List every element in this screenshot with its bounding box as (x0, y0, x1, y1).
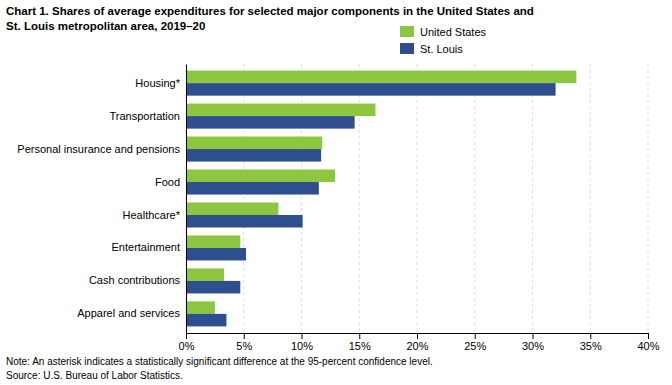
series (186, 71, 576, 314)
grid-line (474, 64, 475, 333)
x-tick-mark (475, 333, 476, 339)
x-axis: 0% 5% 10% 15% 20% 25% 30% 35% 40% (179, 333, 660, 352)
x-tick-label: 0% (179, 340, 195, 352)
x-tick-label: 10% (291, 340, 313, 352)
y-tick: Housing* (135, 77, 186, 89)
x-tick: 5% (236, 333, 252, 352)
y-tick-label: Food (155, 176, 180, 188)
grid-line (186, 64, 187, 333)
y-tick: Cash contributions (89, 274, 186, 286)
title-line: Chart 1. Shares of average expenditures … (6, 5, 534, 17)
x-tick-mark (533, 333, 534, 339)
y-tick-label: Healthcare* (123, 209, 181, 221)
plot: 0% 5% 10% 15% 20% 25% 30% 35% 40% Apparel and ser… (17, 64, 659, 352)
y-tick: Transportation (109, 110, 186, 122)
x-tick-label: 25% (464, 340, 486, 352)
x-tick-label: 15% (349, 340, 371, 352)
grid-line (590, 64, 591, 333)
bars (186, 71, 576, 327)
x-tick: 0% (179, 333, 195, 352)
y-tick: Personal insurance and pensions (17, 143, 186, 155)
y-tick: Food (155, 176, 186, 188)
annotation: Source: U.S. Bureau of Labor Statistics. (6, 370, 183, 381)
y-tick-label: Personal insurance and pensions (17, 143, 180, 155)
grid-line (417, 64, 418, 333)
x-tick: 30% (522, 333, 544, 352)
bar (186, 71, 576, 84)
bar (186, 137, 322, 150)
bar (186, 268, 224, 281)
y-axis-line (186, 65, 187, 334)
x-tick-label: 40% (637, 340, 659, 352)
legend-swatch (400, 26, 414, 37)
x-tick-mark (590, 333, 591, 339)
x-tick-label: 30% (522, 340, 544, 352)
legend-swatch (400, 43, 414, 54)
title-line: St. Louis metropolitan area, 2019–20 (6, 20, 205, 32)
x-tick-label: 20% (406, 340, 428, 352)
bar (186, 248, 246, 261)
x-tick-mark (359, 333, 360, 339)
x-tick: 10% (291, 333, 313, 352)
x-tick-mark (648, 333, 649, 339)
x-tick: 25% (464, 333, 486, 352)
x-tick: 20% (406, 333, 428, 352)
legend-item: United States (400, 26, 487, 38)
bar (186, 202, 278, 215)
y-tick-label: Transportation (109, 110, 180, 122)
x-axis-line (187, 334, 649, 340)
bar (186, 235, 240, 248)
legend: United States St. Louis (400, 26, 487, 55)
y-axis: Apparel and services Cash contributions En… (17, 65, 186, 334)
bar (186, 149, 321, 162)
bar (186, 169, 335, 182)
legend-label: United States (420, 26, 487, 38)
y-tick-label: Housing* (135, 77, 180, 89)
bar (186, 116, 355, 129)
x-tick-mark (302, 333, 303, 339)
bar (186, 301, 215, 314)
annotation: Note: An asterisk indicates a statistica… (6, 356, 433, 367)
legend-label: St. Louis (420, 43, 463, 55)
grid-line (648, 64, 649, 333)
bar (186, 104, 375, 117)
x-tick-mark (244, 333, 245, 339)
y-tick-label: Entertainment (112, 241, 180, 253)
bar (186, 215, 303, 228)
x-tick-mark (417, 333, 418, 339)
legend-item: St. Louis (400, 43, 463, 55)
x-tick: 40% (637, 333, 659, 352)
grid-line (532, 64, 533, 333)
y-tick: Healthcare* (123, 209, 186, 221)
y-tick: Apparel and services (77, 307, 186, 319)
x-tick-mark (186, 333, 187, 339)
bar (186, 281, 240, 294)
bar (186, 83, 556, 96)
x-tick: 35% (580, 333, 602, 352)
bar (186, 182, 319, 195)
bar (186, 314, 226, 327)
x-tick: 15% (349, 333, 371, 352)
chart: Chart 1. Shares of average expenditures … (0, 0, 672, 385)
y-tick: Entertainment (112, 241, 186, 253)
x-tick-label: 35% (580, 340, 602, 352)
y-tick-label: Cash contributions (89, 274, 181, 286)
grid (186, 64, 648, 333)
y-tick-label: Apparel and services (77, 307, 180, 319)
series (186, 83, 556, 326)
x-tick-label: 5% (236, 340, 252, 352)
